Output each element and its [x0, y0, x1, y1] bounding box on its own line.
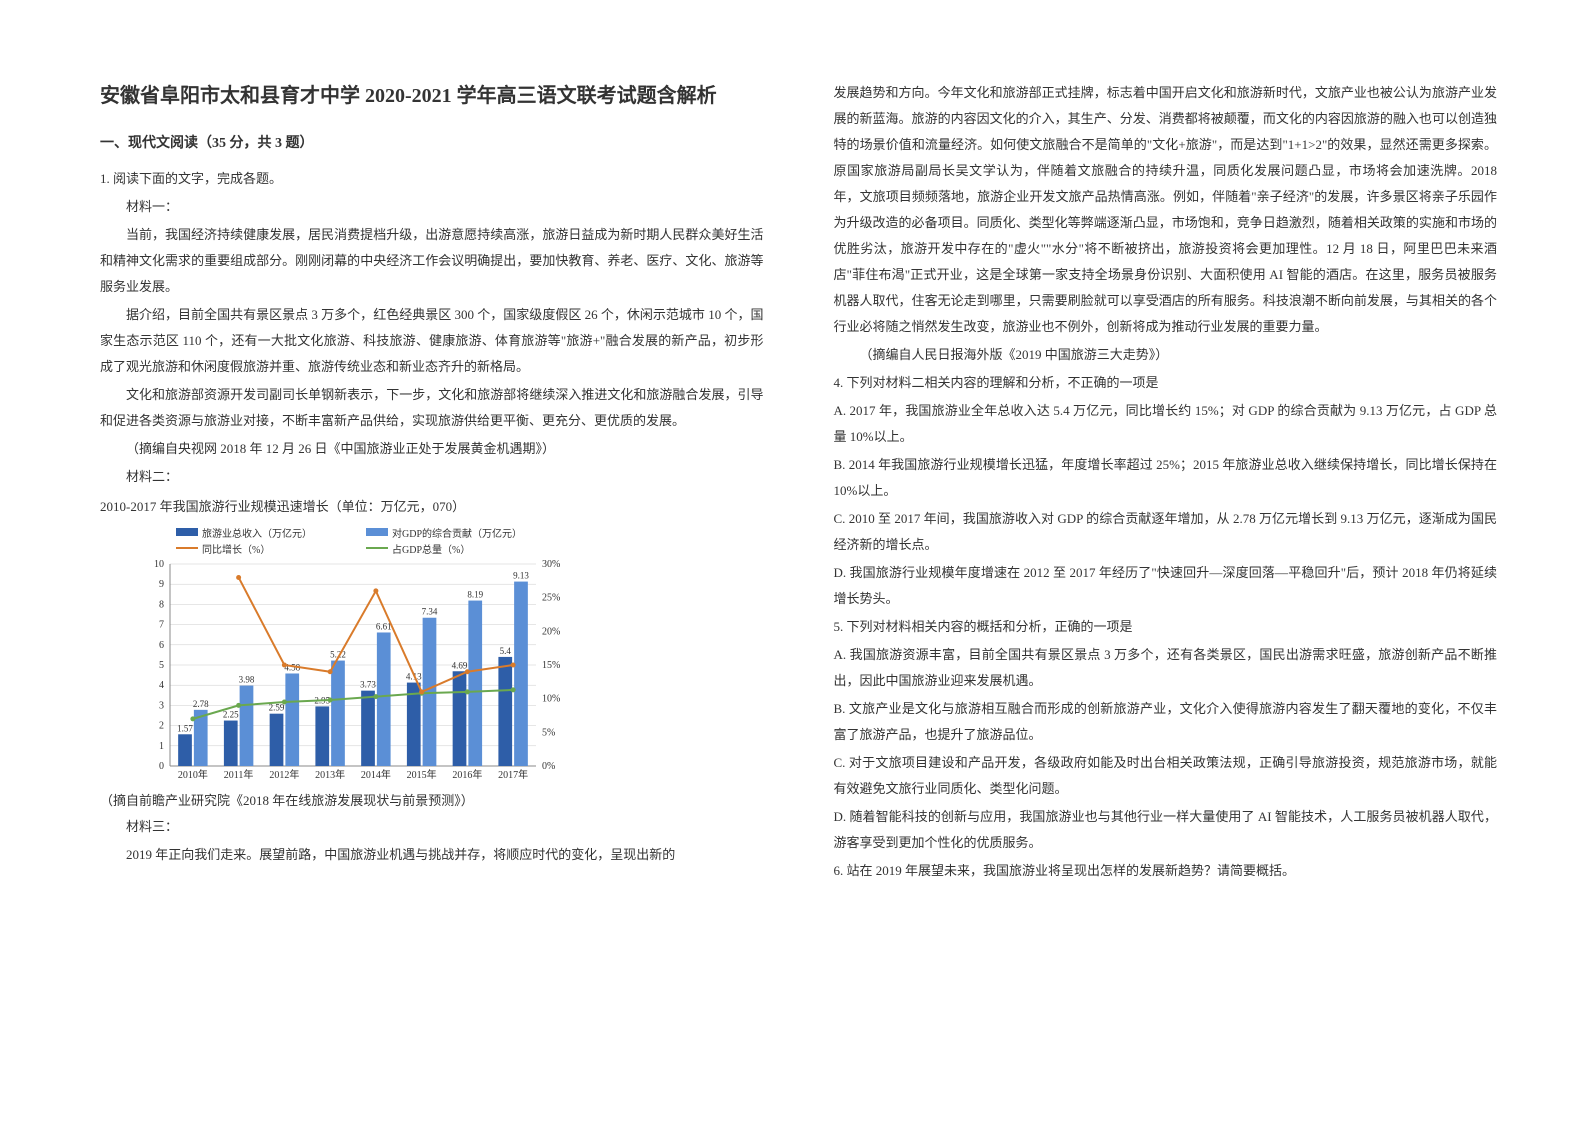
svg-text:3.73: 3.73: [360, 680, 376, 690]
svg-text:对GDP的综合贡献（万亿元）: 对GDP的综合贡献（万亿元）: [392, 527, 522, 540]
svg-text:同比增长（%）: 同比增长（%）: [202, 543, 270, 556]
section-heading: 一、现代文阅读（35 分，共 3 题）: [100, 130, 764, 158]
svg-text:旅游业总收入（万亿元）: 旅游业总收入（万亿元）: [202, 527, 312, 540]
svg-text:2011年: 2011年: [224, 768, 254, 781]
svg-text:2014年: 2014年: [361, 768, 391, 781]
material-3-p1-left: 2019 年正向我们走来。展望前路，中国旅游业机遇与挑战并存，将顺应时代的变化，…: [100, 842, 764, 868]
material-1-p1: 当前，我国经济持续健康发展，居民消费提档升级，出游意愿持续高涨，旅游日益成为新时…: [100, 222, 764, 300]
q5-option-b: B. 文旅产业是文化与旅游相互融合而形成的创新旅游产业，文化介入使得旅游内容发生…: [834, 696, 1498, 748]
svg-text:15%: 15%: [542, 660, 560, 671]
svg-text:7: 7: [159, 620, 164, 631]
svg-text:9.13: 9.13: [513, 571, 529, 581]
material-3-cite: （摘编自人民日报海外版《2019 中国旅游三大走势》）: [834, 342, 1498, 368]
svg-text:8: 8: [159, 599, 164, 610]
question-5: 5. 下列对材料相关内容的概括和分析，正确的一项是: [834, 614, 1498, 640]
svg-text:1.57: 1.57: [177, 723, 193, 733]
tourism-chart: 旅游业总收入（万亿元） 对GDP的综合贡献（万亿元） 同比增长（%） 占GDP总量（%…: [136, 524, 576, 786]
svg-text:0: 0: [159, 761, 164, 772]
question-6: 6. 站在 2019 年展望未来，我国旅游业将呈现出怎样的发展新趋势？请简要概括…: [834, 858, 1498, 884]
svg-text:7.34: 7.34: [422, 607, 438, 617]
svg-text:2017年: 2017年: [498, 768, 528, 781]
q5-option-a: A. 我国旅游资源丰富，目前全国共有景区景点 3 万多个，还有各类景区，国民出游…: [834, 642, 1498, 694]
material-2-caption: 2010-2017 年我国旅游行业规模迅速增长（单位：万亿元，070）: [100, 494, 764, 520]
svg-text:2015年: 2015年: [407, 768, 437, 781]
q4-option-b: B. 2014 年我国旅游行业规模增长迅猛，年度增长率超过 25%；2015 年…: [834, 452, 1498, 504]
svg-text:4: 4: [159, 680, 164, 691]
svg-text:5%: 5%: [542, 727, 555, 738]
svg-text:20%: 20%: [542, 626, 560, 637]
document-title: 安徽省阜阳市太和县育才中学 2020-2021 学年高三语文联考试题含解析: [100, 80, 764, 112]
q4-option-a: A. 2017 年，我国旅游业全年总收入达 5.4 万亿元，同比增长约 15%；…: [834, 398, 1498, 450]
svg-text:1: 1: [159, 741, 164, 752]
svg-text:2.78: 2.78: [193, 699, 209, 709]
svg-text:4.69: 4.69: [452, 660, 468, 670]
svg-text:25%: 25%: [542, 593, 560, 604]
material-1-label: 材料一：: [100, 194, 764, 220]
q4-option-d: D. 我国旅游行业规模年度增速在 2012 至 2017 年经历了"快速回升—深…: [834, 560, 1498, 612]
q5-option-d: D. 随着智能科技的创新与应用，我国旅游业也与其他行业一样大量使用了 AI 智能…: [834, 804, 1498, 856]
svg-text:6.61: 6.61: [376, 621, 392, 631]
svg-text:2016年: 2016年: [452, 768, 482, 781]
q5-option-c: C. 对于文旅项目建设和产品开发，各级政府如能及时出台相关政策法规，正确引导旅游…: [834, 750, 1498, 802]
question-1-intro: 1. 阅读下面的文字，完成各题。: [100, 166, 764, 192]
material-2-cite: （摘自前瞻产业研究院《2018 年在线旅游发展现状与前景预测》）: [100, 788, 764, 814]
material-3-p1-right: 发展趋势和方向。今年文化和旅游部正式挂牌，标志着中国开启文化和旅游新时代，文旅产…: [834, 80, 1498, 340]
right-column: 发展趋势和方向。今年文化和旅游部正式挂牌，标志着中国开启文化和旅游新时代，文旅产…: [834, 80, 1498, 1082]
svg-text:30%: 30%: [542, 559, 560, 570]
material-2-label: 材料二：: [100, 464, 764, 490]
svg-text:9: 9: [159, 579, 164, 590]
svg-text:2: 2: [159, 721, 164, 732]
material-1-cite: （摘编自央视网 2018 年 12 月 26 日《中国旅游业正处于发展黄金机遇期…: [100, 436, 764, 462]
svg-text:5.4: 5.4: [500, 646, 512, 656]
svg-text:6: 6: [159, 640, 164, 651]
svg-text:10%: 10%: [542, 694, 560, 705]
svg-text:占GDP总量（%）: 占GDP总量（%）: [392, 543, 470, 556]
q4-option-c: C. 2010 至 2017 年间，我国旅游收入对 GDP 的综合贡献逐年增加，…: [834, 506, 1498, 558]
svg-text:5: 5: [159, 660, 164, 671]
svg-text:10: 10: [154, 559, 164, 570]
svg-text:2013年: 2013年: [315, 768, 345, 781]
material-1-p3: 文化和旅游部资源开发司副司长单钢新表示，下一步，文化和旅游部将继续深入推进文化和…: [100, 382, 764, 434]
svg-text:8.19: 8.19: [467, 590, 483, 600]
svg-text:2.59: 2.59: [269, 703, 285, 713]
svg-text:3.98: 3.98: [239, 675, 255, 685]
material-1-p2: 据介绍，目前全国共有景区景点 3 万多个，红色经典景区 300 个，国家级度假区…: [100, 302, 764, 380]
svg-text:2010年: 2010年: [178, 768, 208, 781]
svg-text:3: 3: [159, 700, 164, 711]
question-4: 4. 下列对材料二相关内容的理解和分析，不正确的一项是: [834, 370, 1498, 396]
left-column: 安徽省阜阳市太和县育才中学 2020-2021 学年高三语文联考试题含解析 一、…: [100, 80, 764, 1082]
material-3-label: 材料三：: [100, 814, 764, 840]
svg-text:2.25: 2.25: [223, 710, 239, 720]
svg-text:0%: 0%: [542, 761, 555, 772]
svg-text:2012年: 2012年: [269, 768, 299, 781]
chart-svg: 旅游业总收入（万亿元） 对GDP的综合贡献（万亿元） 同比增长（%） 占GDP总量（%…: [136, 524, 576, 786]
